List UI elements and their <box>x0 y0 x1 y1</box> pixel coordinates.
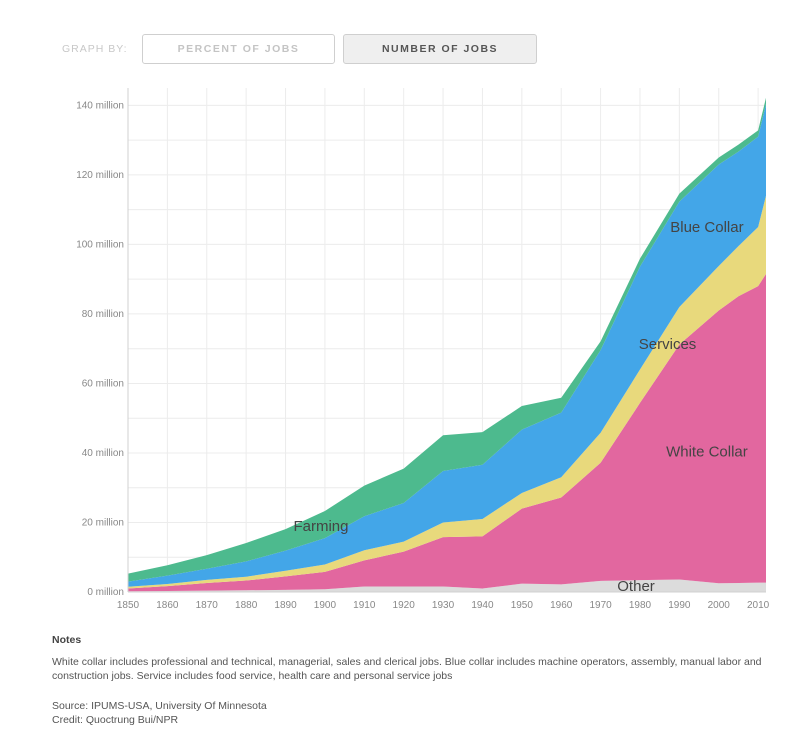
x-tick-label: 1950 <box>511 600 534 611</box>
x-tick-label: 1910 <box>353 600 376 611</box>
y-tick-label: 60 million <box>82 378 124 389</box>
x-tick-label: 1970 <box>589 600 612 611</box>
area-white-collar <box>128 273 766 592</box>
jobs-stacked-area-chart: 0 million 20 million 40 million 60 million 8… <box>76 88 770 611</box>
annotation-farming: Farming <box>293 518 348 535</box>
x-tick-label: 1990 <box>668 600 691 611</box>
x-tick-label: 1880 <box>235 600 258 611</box>
y-tick-label: 0 million <box>87 587 124 598</box>
x-tick-label: 1940 <box>471 600 494 611</box>
x-tick-label: 1890 <box>274 600 297 611</box>
y-tick-label: 140 million <box>76 100 124 111</box>
percent-of-jobs-button[interactable]: PERCENT OF JOBS <box>142 34 335 64</box>
annotation-other: Other <box>617 578 655 595</box>
annotation-blue-collar: Blue Collar <box>670 219 743 236</box>
x-tick-label: 2000 <box>708 600 731 611</box>
notes-section: Notes White collar includes professional… <box>52 633 772 727</box>
annotation-services: Services <box>639 336 697 353</box>
x-tick-label: 1920 <box>393 600 416 611</box>
source-text: Source: IPUMS-USA, University Of Minneso… <box>52 700 267 712</box>
area-other <box>128 579 766 592</box>
area-services <box>128 195 766 589</box>
credit-text: Credit: Quoctrung Bui/NPR <box>52 714 179 726</box>
area-blue-collar <box>128 103 766 587</box>
area-layers <box>128 97 766 592</box>
graph-by-toolbar: GRAPH BY: PERCENT OF JOBS NUMBER OF JOBS <box>62 33 537 65</box>
number-of-jobs-button[interactable]: NUMBER OF JOBS <box>343 34 537 64</box>
graph-by-label: GRAPH BY: <box>62 43 128 55</box>
y-tick-label: 20 million <box>82 517 124 528</box>
y-tick-label: 80 million <box>82 309 124 320</box>
y-tick-label: 120 million <box>76 170 124 181</box>
x-tick-label: 1960 <box>550 600 573 611</box>
y-tick-label: 40 million <box>82 448 124 459</box>
x-tick-label: 1860 <box>156 600 179 611</box>
annotation-white-collar: White Collar <box>666 443 748 460</box>
x-tick-label: 1900 <box>314 600 337 611</box>
x-tick-label: 1850 <box>117 600 140 611</box>
x-tick-label: 1930 <box>432 600 455 611</box>
notes-title: Notes <box>52 634 82 646</box>
x-tick-label: 2010 <box>747 600 770 611</box>
x-tick-label: 1870 <box>196 600 219 611</box>
x-tick-label: 1980 <box>629 600 652 611</box>
notes-body: White collar includes professional and t… <box>52 656 762 682</box>
y-tick-label: 100 million <box>76 239 124 250</box>
